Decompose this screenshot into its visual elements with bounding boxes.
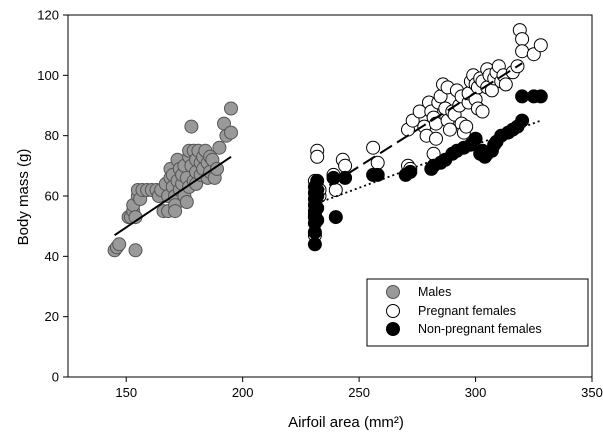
non-pregnant-female-point	[403, 164, 418, 179]
male-point	[224, 125, 238, 140]
legend-label-non-pregnant-females: Non-pregnant females	[418, 322, 542, 336]
male-point	[112, 237, 127, 252]
pregnant-female-point	[459, 119, 474, 134]
y-tick-label: 80	[45, 128, 59, 143]
pregnant-female-point	[366, 140, 381, 155]
x-tick-label: 300	[465, 385, 487, 400]
non-pregnant-female-point	[515, 113, 530, 128]
x-axis: 150 200 250 300 350	[115, 377, 603, 400]
trendline-layer	[114, 62, 542, 237]
y-tick-label: 60	[45, 189, 59, 204]
legend-label-males: Males	[418, 285, 451, 299]
pregnant-female-point	[429, 116, 443, 131]
male-point	[224, 101, 238, 116]
legend-marker-pregnant-females	[386, 304, 400, 318]
trendline-pregnant-females	[311, 62, 523, 197]
male-point	[184, 119, 199, 134]
pregnant-female-point	[328, 183, 343, 197]
trendline-males	[114, 155, 232, 237]
y-tick-label: 40	[45, 249, 59, 264]
non-pregnant-female-point	[307, 237, 322, 252]
series-males	[107, 101, 238, 258]
non-pregnant-female-point	[533, 89, 548, 104]
male-point	[210, 161, 224, 176]
non-pregnant-female-point	[310, 201, 325, 216]
pregnant-female-point	[475, 104, 490, 119]
male-point	[212, 140, 227, 155]
pregnant-female-point	[533, 38, 548, 53]
non-pregnant-female-point	[310, 213, 325, 228]
y-axis-label: Body mass (g)	[15, 149, 32, 246]
y-tick-label: 100	[37, 68, 59, 83]
pregnant-female-point	[310, 149, 325, 164]
trendline-non-pregnant-females	[312, 119, 542, 206]
pregnant-female-point	[429, 131, 443, 146]
non-pregnant-female-point	[328, 210, 343, 225]
legend: Males Pregnant females Non-pregnant fema…	[366, 278, 589, 347]
non-pregnant-female-point	[370, 167, 385, 182]
legend-marker-males	[386, 285, 400, 299]
male-point	[179, 195, 194, 209]
legend-marker-non-pregnant-females	[386, 322, 400, 336]
pregnant-female-point	[498, 77, 513, 92]
x-tick-label: 350	[581, 385, 603, 400]
x-tick-label: 150	[115, 385, 137, 400]
legend-label-pregnant-females: Pregnant females	[418, 304, 516, 318]
x-tick-label: 250	[348, 385, 370, 400]
y-tick-label: 120	[37, 8, 59, 23]
legend-box	[366, 278, 589, 347]
x-axis-label: Airfoil area (mm²)	[288, 414, 404, 431]
y-axis: 0 20 40 60 80 100 120	[37, 8, 68, 385]
non-pregnant-female-point	[338, 170, 353, 185]
y-tick-label: 0	[52, 370, 59, 385]
pregnant-female-point	[515, 32, 530, 47]
non-pregnant-female-point	[468, 131, 483, 146]
male-point	[168, 204, 183, 219]
pregnant-female-point	[338, 158, 353, 173]
y-tick-label: 20	[45, 309, 59, 324]
pregnant-female-point	[515, 44, 530, 59]
series-non-pregnant-females	[307, 89, 548, 252]
x-tick-label: 200	[232, 385, 254, 400]
non-pregnant-female-point	[515, 89, 530, 104]
male-point	[128, 243, 143, 258]
series-layer	[107, 23, 548, 258]
pregnant-female-point	[442, 122, 457, 137]
